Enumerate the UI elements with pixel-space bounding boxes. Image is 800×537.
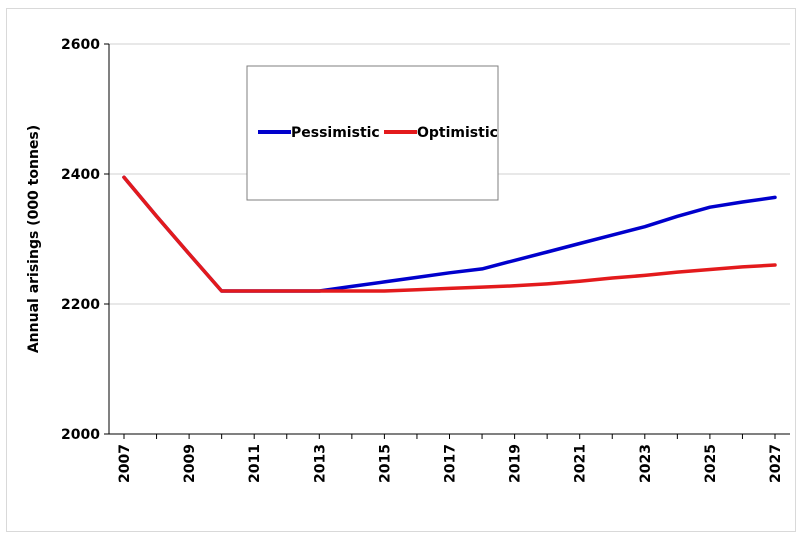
x-tick-label: 2011 <box>247 444 263 483</box>
legend-label: Optimistic <box>417 125 498 141</box>
x-tick-label: 2009 <box>182 444 198 483</box>
x-tick-label: 2025 <box>703 444 719 483</box>
x-tick-label: 2021 <box>573 444 589 483</box>
x-tick-label: 2019 <box>508 444 524 483</box>
x-tick-label: 2027 <box>768 444 784 483</box>
y-tick-label: 2200 <box>61 297 100 313</box>
x-tick-label: 2015 <box>377 444 393 483</box>
y-axis-ticks: 2000 2200 2400 2600 <box>61 37 109 443</box>
x-axis-ticks: 2007 2009 2011 2013 2015 2017 2019 2021 2023 2025… <box>117 434 784 483</box>
y-tick-label: 2600 <box>61 37 100 53</box>
series-line-optimistic <box>122 175 777 293</box>
x-tick-label: 2023 <box>638 444 654 483</box>
series-lines <box>122 175 777 293</box>
x-tick-label: 2007 <box>117 444 133 483</box>
legend: Pessimistic Optimistic <box>246 65 499 201</box>
x-tick-label: 2013 <box>312 444 328 483</box>
x-tick-label: 2017 <box>443 444 459 483</box>
legend-item-pessimistic: Pessimistic <box>258 125 380 141</box>
y-tick-label: 2400 <box>61 167 100 183</box>
y-axis-title: Annual arisings (000 tonnes) <box>26 125 42 353</box>
legend-item-optimistic: Optimistic <box>384 125 498 141</box>
legend-label: Pessimistic <box>291 125 380 141</box>
y-tick-label: 2000 <box>61 427 100 443</box>
